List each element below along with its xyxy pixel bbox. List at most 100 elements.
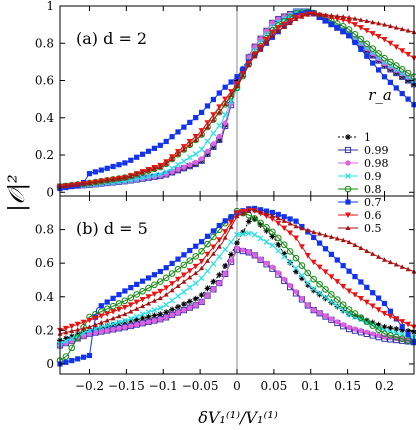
data-point <box>387 259 393 265</box>
data-point <box>352 242 358 248</box>
data-point <box>116 175 122 181</box>
data-point <box>157 316 163 322</box>
data-point <box>210 278 217 285</box>
data-point <box>204 148 211 154</box>
data-point <box>387 332 394 339</box>
data-point <box>275 220 282 227</box>
data-point <box>175 256 181 262</box>
data-point <box>157 142 163 148</box>
data-point <box>399 264 405 269</box>
data-point <box>169 306 176 313</box>
data-point <box>310 287 317 294</box>
data-point <box>110 315 116 321</box>
data-point <box>187 142 193 147</box>
data-point <box>198 248 205 255</box>
data-point <box>310 285 317 292</box>
data-point <box>393 333 400 341</box>
data-point <box>311 307 317 313</box>
x-tick-label: 0.05 <box>261 379 288 393</box>
data-point <box>169 297 176 304</box>
data-point <box>334 319 340 325</box>
data-point <box>269 33 275 38</box>
data-point <box>298 272 305 279</box>
y-tick-label: 0.2 <box>35 323 54 337</box>
series-line <box>59 215 415 341</box>
data-point <box>133 316 140 323</box>
data-point <box>75 181 81 187</box>
data-point <box>375 34 382 40</box>
data-point <box>146 300 151 306</box>
data-point <box>311 234 317 241</box>
data-point <box>299 225 305 231</box>
data-point <box>375 321 382 328</box>
data-point <box>234 77 240 84</box>
data-point <box>357 296 364 302</box>
data-point <box>98 324 105 331</box>
data-point <box>163 301 170 308</box>
data-point <box>257 219 264 227</box>
data-point <box>222 120 228 126</box>
data-point <box>210 233 217 241</box>
x-tick-label: 0 <box>233 379 241 393</box>
data-point <box>174 265 182 273</box>
data-point <box>146 168 151 173</box>
data-point <box>198 258 205 265</box>
data-point <box>145 313 152 320</box>
x-tick-label: 0.15 <box>334 379 361 393</box>
data-point <box>322 313 329 319</box>
data-point <box>204 138 211 145</box>
data-point <box>151 145 157 151</box>
data-point <box>228 79 234 85</box>
data-point <box>127 294 135 301</box>
data-point <box>316 291 323 298</box>
data-point <box>357 315 364 322</box>
data-point <box>345 134 351 140</box>
data-point <box>376 254 382 259</box>
data-point <box>346 14 352 20</box>
data-point <box>334 236 340 241</box>
data-point <box>121 319 128 326</box>
data-point <box>328 316 334 322</box>
data-point <box>275 234 282 242</box>
data-point <box>198 146 205 153</box>
data-point <box>311 11 317 16</box>
data-point <box>92 169 98 175</box>
data-point <box>68 323 75 330</box>
data-point <box>399 26 405 32</box>
data-point <box>328 298 335 305</box>
data-point <box>363 299 370 306</box>
data-point <box>157 278 164 285</box>
data-point <box>328 234 334 239</box>
data-point <box>87 324 92 329</box>
data-point <box>275 19 282 25</box>
data-point <box>393 62 400 69</box>
data-point <box>328 291 335 298</box>
data-point <box>393 67 399 74</box>
data-point <box>180 288 187 295</box>
data-point <box>339 301 347 308</box>
data-point <box>163 265 169 271</box>
data-point <box>286 248 294 255</box>
data-point <box>216 253 223 260</box>
data-point <box>92 315 99 322</box>
data-point <box>157 288 164 295</box>
data-point <box>246 208 252 213</box>
data-point <box>216 271 223 278</box>
data-point <box>405 331 411 337</box>
data-point <box>381 74 388 80</box>
data-point <box>269 209 275 216</box>
data-point <box>216 244 222 249</box>
data-point <box>269 213 275 218</box>
data-point <box>81 354 87 360</box>
data-point <box>364 18 370 24</box>
data-point <box>305 12 311 17</box>
data-point <box>399 48 406 54</box>
data-point <box>311 229 317 235</box>
data-point <box>234 74 240 80</box>
data-point <box>81 181 87 186</box>
data-point <box>352 326 358 332</box>
data-point <box>363 317 370 324</box>
data-point <box>193 159 199 165</box>
data-point <box>304 269 312 277</box>
data-point <box>216 104 223 110</box>
